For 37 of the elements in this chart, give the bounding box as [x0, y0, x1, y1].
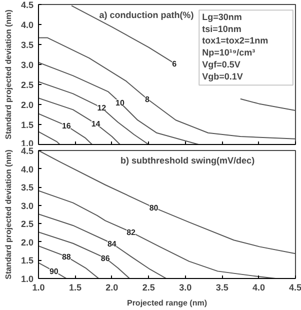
series-label: 82	[126, 228, 136, 238]
x-axis-title: Projected range (nm)	[126, 298, 208, 308]
series-label: 6	[172, 59, 178, 68]
series-label: 8	[144, 94, 150, 104]
annotation: tsi=10nm	[202, 24, 242, 34]
y-tick-label: 1.5	[20, 256, 34, 266]
x-tick-label: 3.5	[216, 282, 228, 292]
y-tick-label: 2.5	[20, 219, 34, 230]
x-tick-label: 4.0	[252, 282, 266, 292]
x-tick-label: 4.5	[288, 282, 301, 292]
x-tick-label: 1.0	[32, 282, 45, 292]
x-tick-label: 2.0	[106, 282, 118, 292]
annotation: Lg=30nm	[202, 12, 242, 22]
y-tick-label: 4.0	[20, 164, 34, 174]
y-tick-label: 4.5	[20, 146, 34, 156]
annotation: Np=10¹⁹/cm³	[202, 48, 256, 58]
text: b) subthreshold swing(mV/dec)	[120, 156, 255, 166]
y-tick-label: 4.5	[20, 0, 34, 10]
y-tick-label: 2.5	[20, 80, 34, 90]
y-tick-label: 2.0	[20, 237, 34, 248]
y-tick-label: 3.0	[20, 200, 34, 211]
y-axis-title: Standard projected deviation (nm)	[4, 149, 13, 280]
x-tick-label: 2.5	[142, 282, 155, 292]
y-tick-label: 3.0	[20, 60, 34, 70]
y-tick-label: 2.0	[20, 100, 34, 110]
y-tick-label: 4.0	[20, 20, 34, 30]
annotation: Vgf=0.5V	[202, 59, 240, 70]
text: a) conduction path(%)	[99, 10, 194, 20]
x-tick-label: 3.0	[179, 282, 192, 292]
y-tick-label: 3.5	[20, 182, 34, 193]
y-tick-label: 1.5	[20, 120, 34, 130]
y-tick-label: 3.5	[20, 40, 34, 50]
annotation: Vgb=0.1V	[202, 71, 243, 82]
x-tick-label: 1.5	[68, 282, 82, 292]
y-axis-title: Standard projected deviation (nm)	[4, 9, 13, 140]
y-tick-label: 1.0	[20, 274, 34, 284]
annotation: tox1=tox2=1nm	[202, 36, 268, 46]
